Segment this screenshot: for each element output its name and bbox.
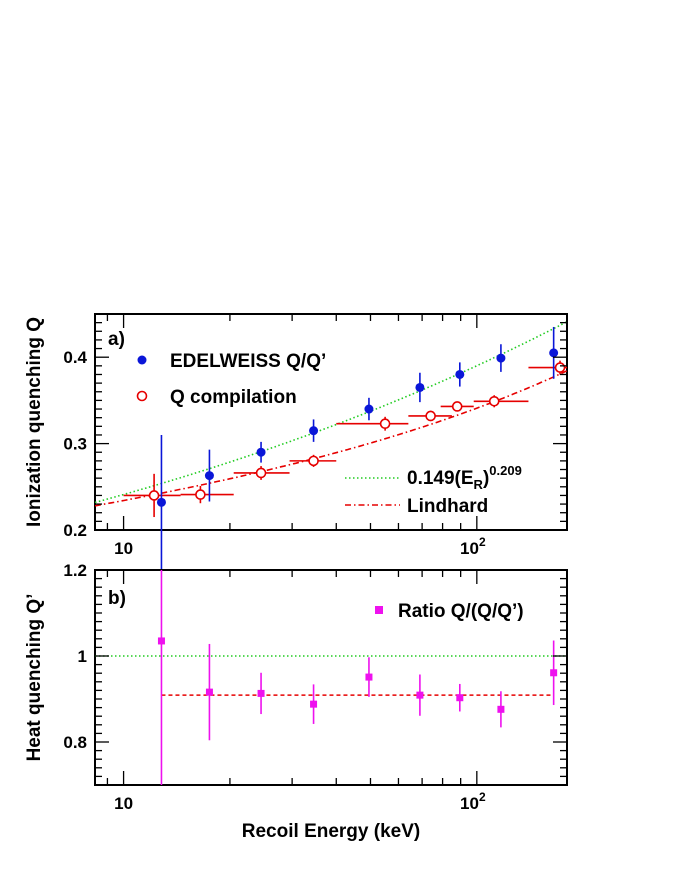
panel-a-frame — [94, 313, 568, 531]
ratio-point — [497, 705, 505, 713]
legend-edelweiss-label: EDELWEISS Q/Q’ — [170, 351, 326, 372]
edelweiss-point — [204, 471, 214, 481]
legend-edelweiss: EDELWEISS Q/Q’ — [137, 351, 326, 372]
x-tick-label-exponent: 2 — [479, 535, 486, 549]
y-tick-label: 1.2 — [63, 561, 87, 580]
compilation-point — [195, 489, 206, 500]
legend-ratio-label: Ratio Q/(Q/Q’) — [398, 601, 524, 622]
x-tick-label-base: 10 — [460, 794, 479, 813]
y-tick-label: 1 — [78, 647, 87, 666]
compilation-point — [488, 395, 500, 407]
compilation-point — [148, 490, 160, 501]
x-tick-label-exponent: 2 — [479, 790, 486, 804]
edelweiss-point — [455, 369, 465, 379]
lindhard-curve — [94, 370, 568, 507]
x-tick-label-base: 10 — [460, 539, 479, 558]
panel-b-legend: Ratio Q/(Q/Q’) — [375, 601, 524, 622]
powerlaw-curve — [94, 320, 568, 504]
edelweiss-point — [256, 447, 266, 457]
panel-b-ylabel: Heat quenching Q’ — [24, 594, 45, 762]
legend-powerlaw-base: 0.149(E — [407, 468, 474, 489]
panel-a-points — [123, 326, 567, 570]
ratio-point — [550, 669, 558, 677]
compilation-point — [255, 467, 267, 479]
x-tick-label: 102 — [460, 535, 486, 558]
x-tick-label: 10 — [114, 539, 133, 558]
legend-powerlaw-close: ) — [483, 468, 489, 489]
legend-powerlaw-label: 0.149(ER)0.209 — [407, 463, 522, 492]
compilation-point — [308, 455, 319, 467]
compilation-point — [425, 410, 436, 422]
ratio-point — [157, 637, 165, 645]
edelweiss-point — [496, 353, 506, 363]
compilation-point — [379, 418, 391, 430]
panel-a-label: a) — [108, 329, 125, 350]
legend-lindhard: Lindhard — [345, 496, 488, 517]
edelweiss-point — [415, 382, 425, 392]
ratio-point — [205, 688, 213, 696]
edelweiss-point — [549, 348, 559, 358]
y-tick-label: 0.2 — [63, 521, 87, 540]
x-tick-label: 10 — [114, 794, 133, 813]
legend-lindhard-label: Lindhard — [407, 496, 488, 517]
y-tick-label: 0.3 — [63, 435, 87, 454]
panel-b-label: b) — [108, 588, 126, 609]
legend-ratio-marker — [375, 606, 383, 614]
legend-powerlaw: 0.149(ER)0.209 — [345, 463, 522, 492]
panel-a-curves — [94, 320, 568, 507]
legend-powerlaw-exp: 0.209 — [489, 463, 522, 478]
panel-b-points — [157, 570, 558, 785]
legend-powerlaw-sub: R — [474, 477, 484, 492]
edelweiss-point — [156, 497, 166, 507]
y-tick-label: 0.8 — [63, 733, 87, 752]
legend-compilation-label: Q compilation — [170, 387, 297, 408]
edelweiss-point — [309, 426, 319, 436]
ratio-point — [310, 700, 318, 708]
compilation-point — [451, 401, 463, 412]
legend-compilation: Q compilation — [136, 387, 297, 408]
edelweiss-point — [364, 404, 374, 414]
x-tick-label: 102 — [460, 790, 486, 813]
ratio-point — [257, 689, 265, 697]
legend-compilation-marker — [136, 390, 148, 402]
ratio-point — [365, 673, 373, 681]
compilation-point — [554, 362, 566, 373]
panel-b-xlabel: Recoil Energy (keV) — [242, 821, 420, 842]
panel-a-ylabel: Ionization quenching Q — [24, 317, 45, 527]
legend-edelweiss-marker — [137, 355, 147, 365]
panel-b-lines — [95, 655, 567, 696]
ratio-point — [416, 691, 424, 699]
panel-b-frame — [94, 569, 568, 786]
ratio-point — [456, 694, 464, 702]
panel-a-legend: EDELWEISS Q/Q’ Q compilation 0.149(ER)0.… — [136, 351, 522, 517]
y-tick-label: 0.4 — [63, 348, 87, 367]
